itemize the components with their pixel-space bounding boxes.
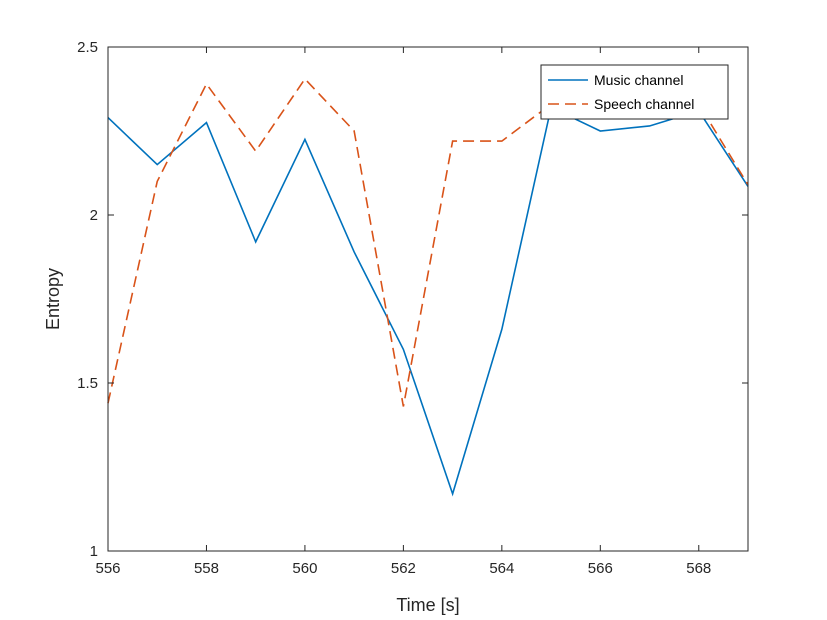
legend-label-music: Music channel	[594, 72, 684, 88]
legend-box	[540, 64, 729, 120]
series-layer	[107, 77, 749, 497]
ticks-layer	[107, 46, 748, 552]
plot-frame	[107, 46, 749, 552]
y-axis-title: Entropy	[43, 268, 63, 330]
x-tick-label: 562	[391, 560, 416, 577]
legend-label-speech: Speech channel	[594, 96, 694, 112]
series-line-speech	[107, 77, 749, 407]
y-tick-label: 1.5	[77, 375, 98, 392]
x-axis-title: Time [s]	[396, 595, 459, 615]
x-tick-label: 560	[292, 560, 317, 577]
x-tick-label: 568	[686, 560, 711, 577]
legend: Music channel Speech channel	[540, 64, 729, 120]
x-tick-label: 564	[489, 560, 514, 577]
tick-labels-layer: 556 558 560 562 564 566 568 1 1.5 2 2.5	[77, 39, 711, 577]
y-tick-label: 2.5	[77, 39, 98, 56]
y-tick-label: 2	[90, 207, 98, 224]
y-tick-label: 1	[90, 543, 98, 560]
series-line-music	[107, 106, 749, 497]
x-tick-label: 558	[194, 560, 219, 577]
x-tick-label: 566	[588, 560, 613, 577]
x-tick-label: 556	[95, 560, 120, 577]
